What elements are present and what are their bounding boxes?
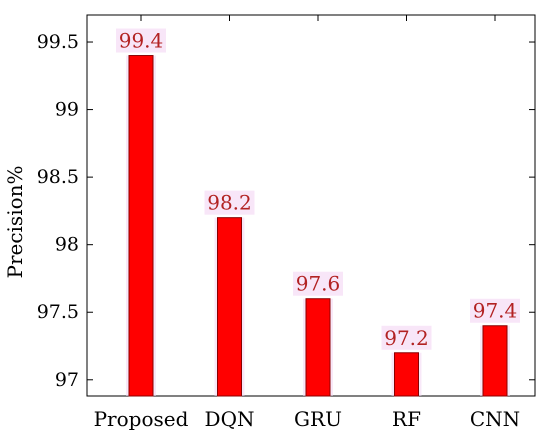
bar-dqn: [217, 217, 242, 397]
x-tick-label: Proposed: [94, 407, 189, 431]
y-axis-label: Precision%: [3, 165, 27, 278]
x-tick-label: DQN: [205, 407, 255, 431]
y-tick-label: 98.5: [37, 166, 79, 188]
labels-layer: 99.4 Proposed 98.2 DQN 97.6 GRU 97.2 RF 97.4 CNN: [94, 29, 521, 431]
axes-layer: 97 97.5 98 98.5 99 99.5: [37, 14, 536, 397]
data-label-halo: [293, 271, 343, 296]
bar-proposed: [128, 55, 154, 397]
y-tick-label: 99.5: [37, 31, 79, 53]
data-label: 97.2: [384, 326, 429, 350]
data-label: 97.6: [296, 272, 341, 296]
data-label-halo: [470, 298, 520, 323]
data-label: 99.4: [119, 29, 164, 53]
data-label: 98.2: [207, 191, 252, 215]
bar-rf: [394, 352, 419, 397]
bars-layer: [126, 55, 510, 397]
data-label-halo: [381, 325, 432, 350]
y-tick-label: 99: [55, 99, 79, 121]
data-label-halo: [116, 28, 166, 53]
y-tick-label: 98: [55, 234, 79, 256]
data-label-halo: [204, 190, 255, 215]
bar-gru: [305, 298, 331, 397]
data-label: 97.4: [473, 299, 518, 323]
y-tick-label: 97.5: [37, 301, 79, 323]
x-tick-label: RF: [392, 407, 421, 431]
y-tick-label: 97: [55, 369, 79, 391]
x-tick-label: CNN: [470, 407, 520, 431]
x-tick-label: GRU: [294, 407, 342, 431]
bar-cnn: [482, 325, 508, 397]
